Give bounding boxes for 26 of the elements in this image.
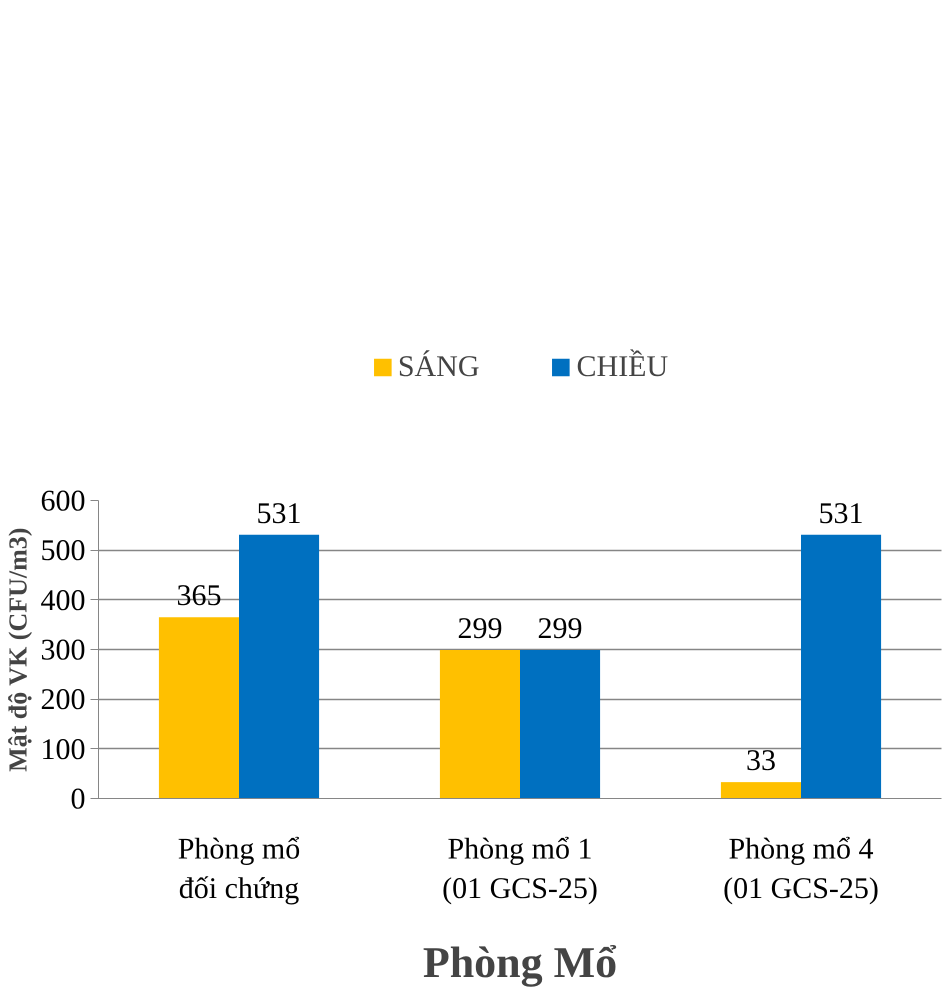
y-tick-label: 500 [40, 534, 86, 568]
data-label: 531 [818, 496, 864, 530]
data-label: 299 [457, 612, 502, 645]
x-axis-title: Phòng Mổ [422, 938, 618, 988]
data-label: 33 [746, 744, 776, 778]
x-tick-label: Phòng mổ 1 (01 GCS-25) [442, 832, 598, 906]
y-tick-label: 200 [40, 683, 86, 716]
y-tick-label: 100 [40, 732, 86, 766]
bar [440, 650, 520, 798]
bar [239, 534, 320, 798]
data-label: 531 [256, 496, 302, 530]
y-tick-label: 0 [70, 782, 86, 816]
bar [520, 650, 600, 798]
legend-label: CHIỀU [576, 350, 668, 384]
data-label: 299 [538, 612, 583, 645]
y-tick-label: 400 [40, 584, 86, 617]
y-axis-title: Mật độ VK (CFU/m3) [4, 528, 32, 772]
y-tick-label: 600 [40, 484, 86, 518]
bar [158, 617, 239, 798]
y-tick-label: 300 [40, 634, 86, 666]
bar [720, 782, 801, 798]
x-tick-label: Phòng mổ đối chứng [178, 832, 300, 906]
data-label: 365 [176, 579, 222, 612]
legend-label: SÁNG [398, 350, 480, 384]
x-tick-label: Phòng mổ 4 (01 GCS-25) [723, 832, 879, 906]
bar [801, 534, 882, 798]
